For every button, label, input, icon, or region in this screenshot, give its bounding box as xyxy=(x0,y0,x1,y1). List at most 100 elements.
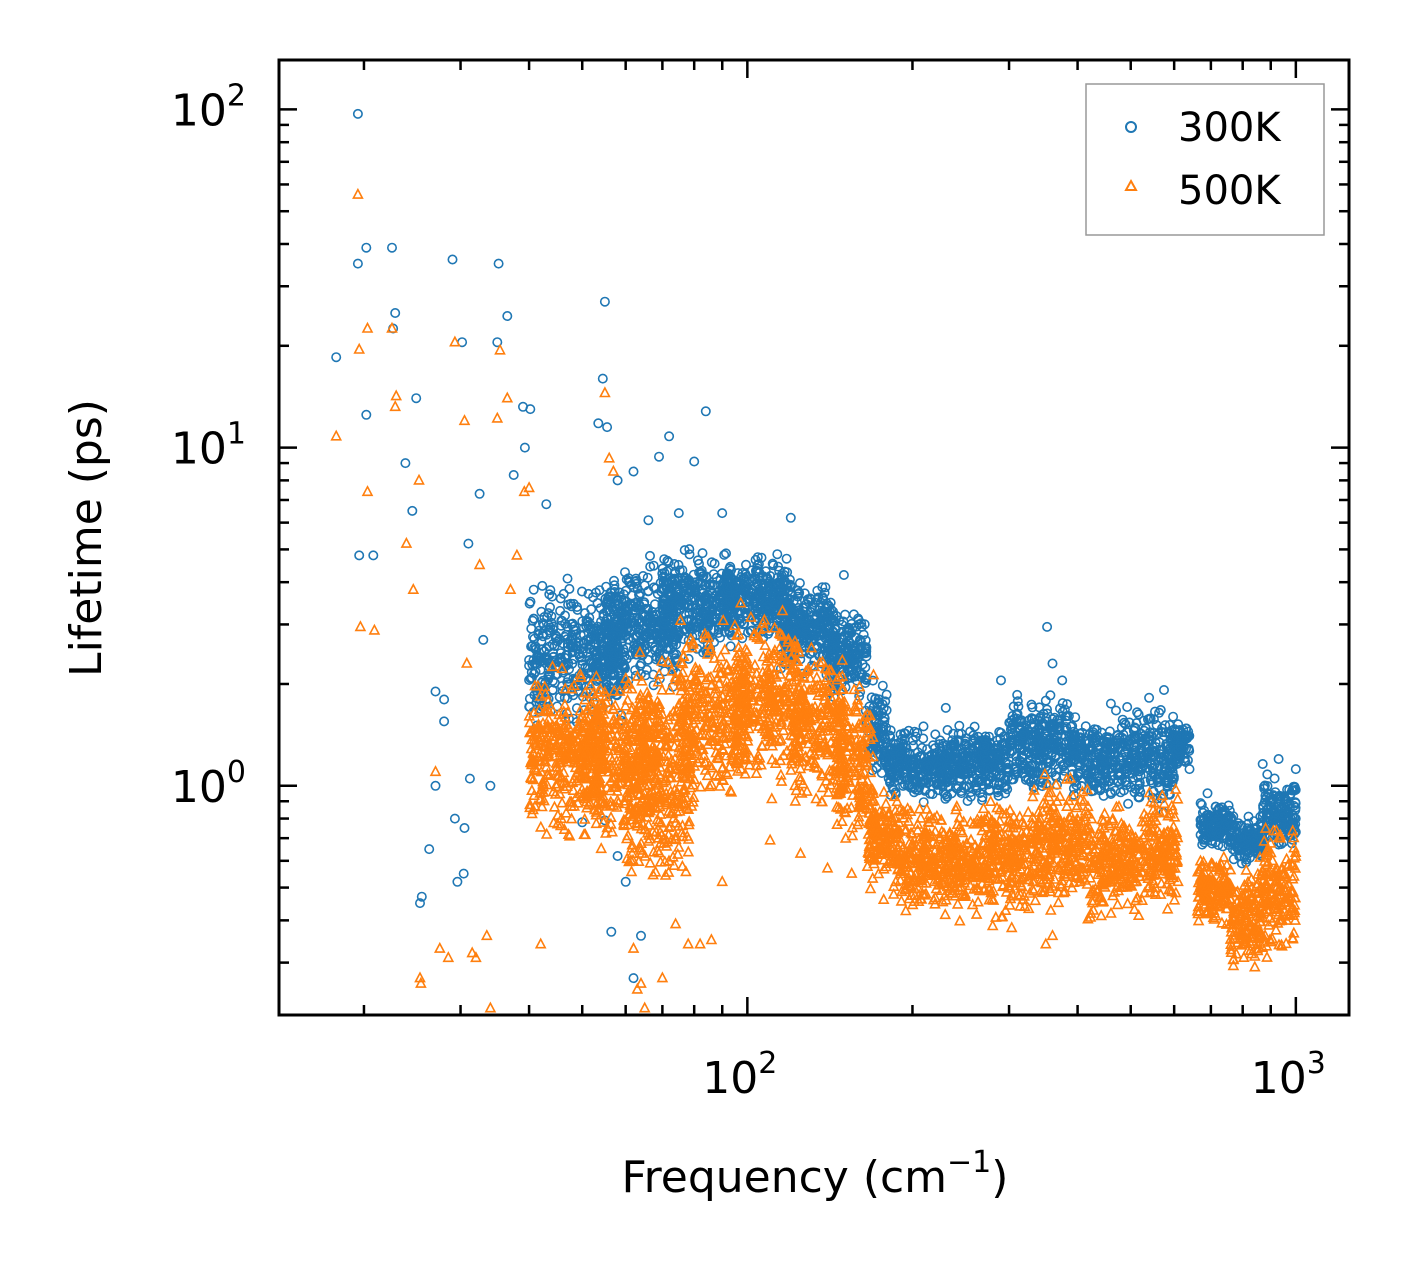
point-300k-1371 xyxy=(752,552,763,563)
point-300k-773 xyxy=(624,611,635,622)
point-300k-343 xyxy=(555,593,566,604)
point-300k-756 xyxy=(640,603,651,614)
point-300k-1140 xyxy=(686,579,697,590)
point-300k-1455 xyxy=(733,606,744,617)
point-300k-433 xyxy=(526,623,537,634)
point-300k-789 xyxy=(619,617,630,628)
point-300k-1095 xyxy=(688,569,699,580)
point-300k-744 xyxy=(648,560,659,571)
point-300k-1265 xyxy=(746,565,757,576)
point-300k-1425 xyxy=(753,588,764,599)
point-300k-764 xyxy=(606,661,617,672)
point-300k-1444 xyxy=(776,570,787,581)
point-300k-746 xyxy=(626,590,637,601)
point-300k-1114 xyxy=(704,610,715,621)
point-300k-911 xyxy=(684,544,695,555)
point-300k-1126 xyxy=(679,624,690,635)
point-300k-267 xyxy=(555,605,566,616)
point-300k-1021 xyxy=(662,627,673,638)
point-300k-399 xyxy=(560,629,571,640)
point-300k-1101 xyxy=(668,634,679,645)
point-300k-1325 xyxy=(724,563,735,574)
point-300k-494 xyxy=(607,670,618,681)
point-300k-192 xyxy=(559,692,570,703)
point-300k-1398 xyxy=(717,620,728,631)
point-300k-1028 xyxy=(713,627,724,638)
point-300k-1135 xyxy=(679,545,690,556)
point-300k-728 xyxy=(628,644,639,655)
point-300k-800 xyxy=(643,654,654,665)
point-300k-882 xyxy=(683,653,694,664)
point-300k-796 xyxy=(630,605,641,616)
point-300k-1142 xyxy=(667,576,678,587)
point-300k-393 xyxy=(532,651,543,662)
point-300k-771 xyxy=(604,606,615,617)
point-300k-439 xyxy=(574,651,585,662)
point-300k-776 xyxy=(629,576,640,587)
point-300k-1130 xyxy=(705,595,716,606)
point-300k-1152 xyxy=(687,602,698,613)
point-300k-1129 xyxy=(659,567,670,578)
point-300k-320 xyxy=(541,693,552,704)
point-300k-769 xyxy=(635,628,646,639)
point-300k-255 xyxy=(526,641,537,652)
point-300k-189 xyxy=(576,586,587,597)
point-300k-456 xyxy=(592,662,603,673)
point-300k-1457 xyxy=(766,609,777,620)
point-300k-1115 xyxy=(694,596,705,607)
point-300k-325 xyxy=(524,598,535,609)
point-300k-1141 xyxy=(671,632,682,643)
point-300k-1070 xyxy=(659,554,670,565)
point-300k-638 xyxy=(601,581,612,592)
point-300k-206 xyxy=(536,606,547,617)
point-300k-448 xyxy=(586,604,597,615)
point-300k-748 xyxy=(635,660,646,671)
point-300k-1107 xyxy=(693,558,704,569)
point-300k-795 xyxy=(613,648,624,659)
point-300k-1072 xyxy=(690,587,701,598)
point-300k-391 xyxy=(563,599,574,610)
point-300k-1396 xyxy=(750,565,761,576)
point-300k-621 xyxy=(640,670,651,681)
point-300k-403 xyxy=(583,668,594,679)
point-300k-1075 xyxy=(667,589,678,600)
point-300k-681 xyxy=(607,667,618,678)
point-300k-733 xyxy=(604,620,615,631)
point-300k-641 xyxy=(602,597,613,608)
point-300k-402 xyxy=(582,616,593,627)
point-300k-791 xyxy=(653,648,664,659)
point-300k-1182 xyxy=(756,552,767,563)
point-300k-786 xyxy=(671,649,682,660)
point-300k-990 xyxy=(697,548,708,559)
point-300k-397 xyxy=(572,604,583,615)
point-300k-1139 xyxy=(699,580,710,591)
point-300k-427 xyxy=(548,621,559,632)
point-300k-1426 xyxy=(765,570,776,581)
point-300k-353 xyxy=(528,668,539,679)
point-300k-1299 xyxy=(773,561,784,572)
point-300k-295 xyxy=(583,588,594,599)
point-300k-387 xyxy=(604,680,615,691)
point-300k-362 xyxy=(543,654,554,665)
point-300k-1321 xyxy=(772,549,783,560)
point-300k-676 xyxy=(644,550,655,561)
point-300k-416 xyxy=(545,585,556,596)
point-300k-1333 xyxy=(720,548,731,559)
point-300k-784 xyxy=(662,643,673,654)
point-300k-799 xyxy=(605,592,616,603)
point-300k-742 xyxy=(600,621,611,632)
point-300k-444 xyxy=(533,629,544,640)
point-300k-449 xyxy=(544,602,555,613)
point-300k-1431 xyxy=(725,595,736,606)
point-300k-1033 xyxy=(659,619,670,630)
point-300k-1373 xyxy=(724,626,735,637)
point-300k-1108 xyxy=(685,580,696,591)
point-300k-1146 xyxy=(706,557,717,568)
point-300k-282 xyxy=(557,686,568,697)
point-300k-1137 xyxy=(659,572,670,583)
point-300k-1112 xyxy=(678,585,689,596)
point-300k-400 xyxy=(560,618,571,629)
point-300k-430 xyxy=(537,618,548,629)
point-300k-1150 xyxy=(680,573,691,584)
